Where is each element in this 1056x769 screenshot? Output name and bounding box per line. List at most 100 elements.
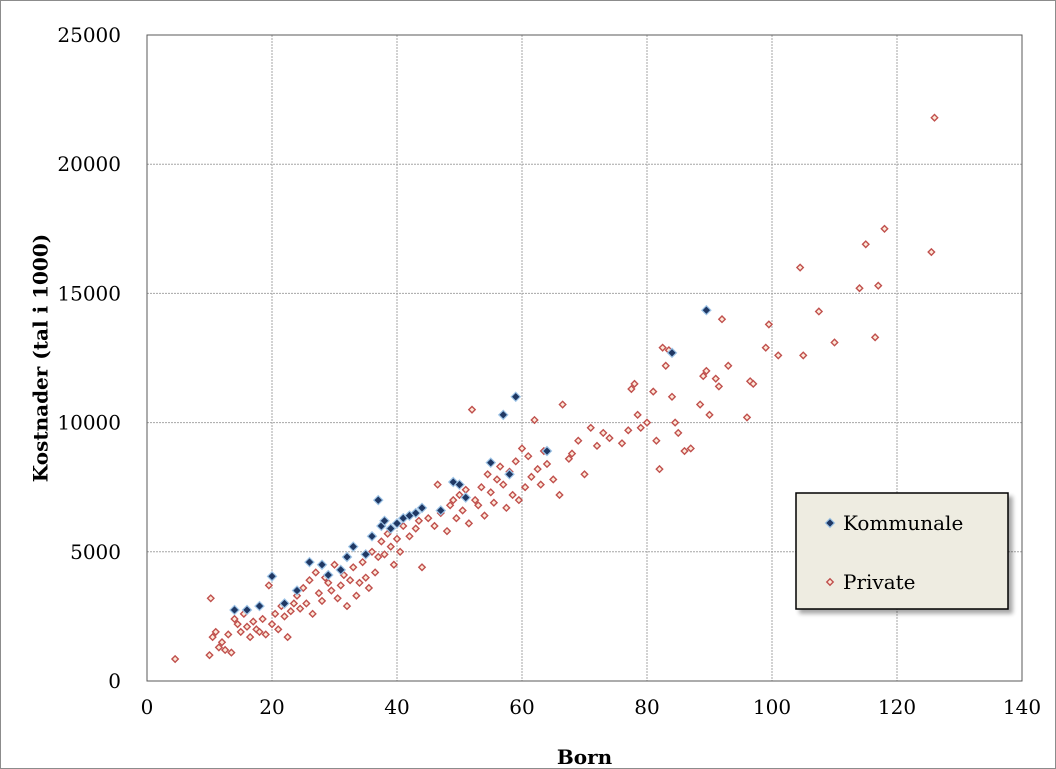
x-axis-title: Born xyxy=(557,745,613,769)
data-point xyxy=(699,371,708,381)
data-point xyxy=(208,632,217,642)
data-point xyxy=(267,619,277,629)
data-point xyxy=(205,650,214,660)
data-point xyxy=(474,501,483,510)
legend-entry: Kommunale xyxy=(824,511,963,535)
data-point xyxy=(774,351,783,360)
data-point xyxy=(405,532,414,541)
data-point xyxy=(274,625,283,634)
data-point xyxy=(295,604,305,613)
data-point xyxy=(279,598,290,609)
data-point xyxy=(599,428,608,438)
data-point xyxy=(386,542,395,551)
data-point xyxy=(670,418,680,427)
data-point xyxy=(342,601,352,611)
data-point xyxy=(236,627,245,637)
data-point xyxy=(379,515,390,527)
x-tick-label: 0 xyxy=(141,695,154,719)
data-point xyxy=(874,281,883,290)
data-point xyxy=(830,338,839,347)
data-point xyxy=(724,361,733,370)
data-point xyxy=(449,495,458,505)
data-point xyxy=(258,614,267,624)
data-point xyxy=(605,433,614,443)
x-tick-label: 120 xyxy=(878,695,916,719)
data-point xyxy=(485,457,497,469)
data-point xyxy=(206,594,215,603)
data-point xyxy=(372,494,384,506)
data-point xyxy=(452,514,461,523)
data-point xyxy=(424,514,433,523)
data-point xyxy=(658,343,667,352)
data-point xyxy=(861,240,870,249)
legend-entry: Private xyxy=(825,570,916,594)
data-point xyxy=(414,516,424,525)
data-point xyxy=(314,588,324,598)
data-point xyxy=(305,576,314,585)
data-point xyxy=(799,351,808,360)
data-point xyxy=(410,507,422,519)
data-point xyxy=(652,436,661,445)
data-point xyxy=(495,462,505,471)
data-point xyxy=(870,333,880,342)
x-tick-label: 140 xyxy=(1003,695,1041,719)
data-point xyxy=(416,502,428,514)
data-point xyxy=(533,464,542,474)
data-point xyxy=(467,405,477,414)
y-tick-label: 25000 xyxy=(57,23,121,47)
data-point xyxy=(229,604,240,616)
data-point xyxy=(270,609,280,619)
data-point xyxy=(480,511,489,520)
data-point xyxy=(364,583,374,593)
y-tick-label: 0 xyxy=(108,669,121,693)
data-point xyxy=(224,630,233,639)
data-point xyxy=(520,483,530,492)
data-point xyxy=(445,501,455,510)
data-point xyxy=(241,604,253,616)
data-point xyxy=(242,622,252,631)
data-point xyxy=(327,586,336,595)
data-point xyxy=(686,444,695,453)
data-point xyxy=(580,470,589,479)
data-point xyxy=(430,521,439,531)
data-point xyxy=(717,315,727,324)
data-point xyxy=(636,423,645,432)
data-point xyxy=(680,446,689,456)
data-point xyxy=(389,560,399,569)
x-axis-ticks: 0 20 40 60 80 100 120 140 xyxy=(141,695,1041,719)
data-point xyxy=(442,526,452,536)
plot-area-border xyxy=(146,34,1023,682)
data-point xyxy=(701,304,712,316)
data-point xyxy=(510,391,522,403)
data-point xyxy=(358,557,367,567)
data-point xyxy=(542,459,552,469)
data-point xyxy=(230,614,239,624)
data-point xyxy=(302,599,311,608)
data-point xyxy=(564,454,574,463)
data-point xyxy=(749,379,758,389)
legend-label: Kommunale xyxy=(843,511,963,535)
data-point xyxy=(508,490,517,500)
data-point xyxy=(454,479,465,490)
data-point xyxy=(367,547,377,556)
data-point xyxy=(330,560,339,569)
data-point xyxy=(930,113,939,122)
data-point xyxy=(649,387,658,396)
data-point xyxy=(617,439,627,448)
data-point xyxy=(249,617,258,626)
data-point xyxy=(541,445,553,457)
data-point xyxy=(458,506,467,515)
data-point xyxy=(322,569,334,581)
data-point xyxy=(349,563,358,572)
data-point xyxy=(567,449,577,458)
data-point xyxy=(324,578,333,587)
data-point xyxy=(499,480,508,489)
data-point xyxy=(483,470,492,479)
data-point xyxy=(286,607,295,616)
data-point xyxy=(336,581,345,590)
data-point xyxy=(411,524,420,533)
data-point xyxy=(633,410,642,420)
data-point xyxy=(527,472,536,482)
data-point xyxy=(433,480,442,489)
